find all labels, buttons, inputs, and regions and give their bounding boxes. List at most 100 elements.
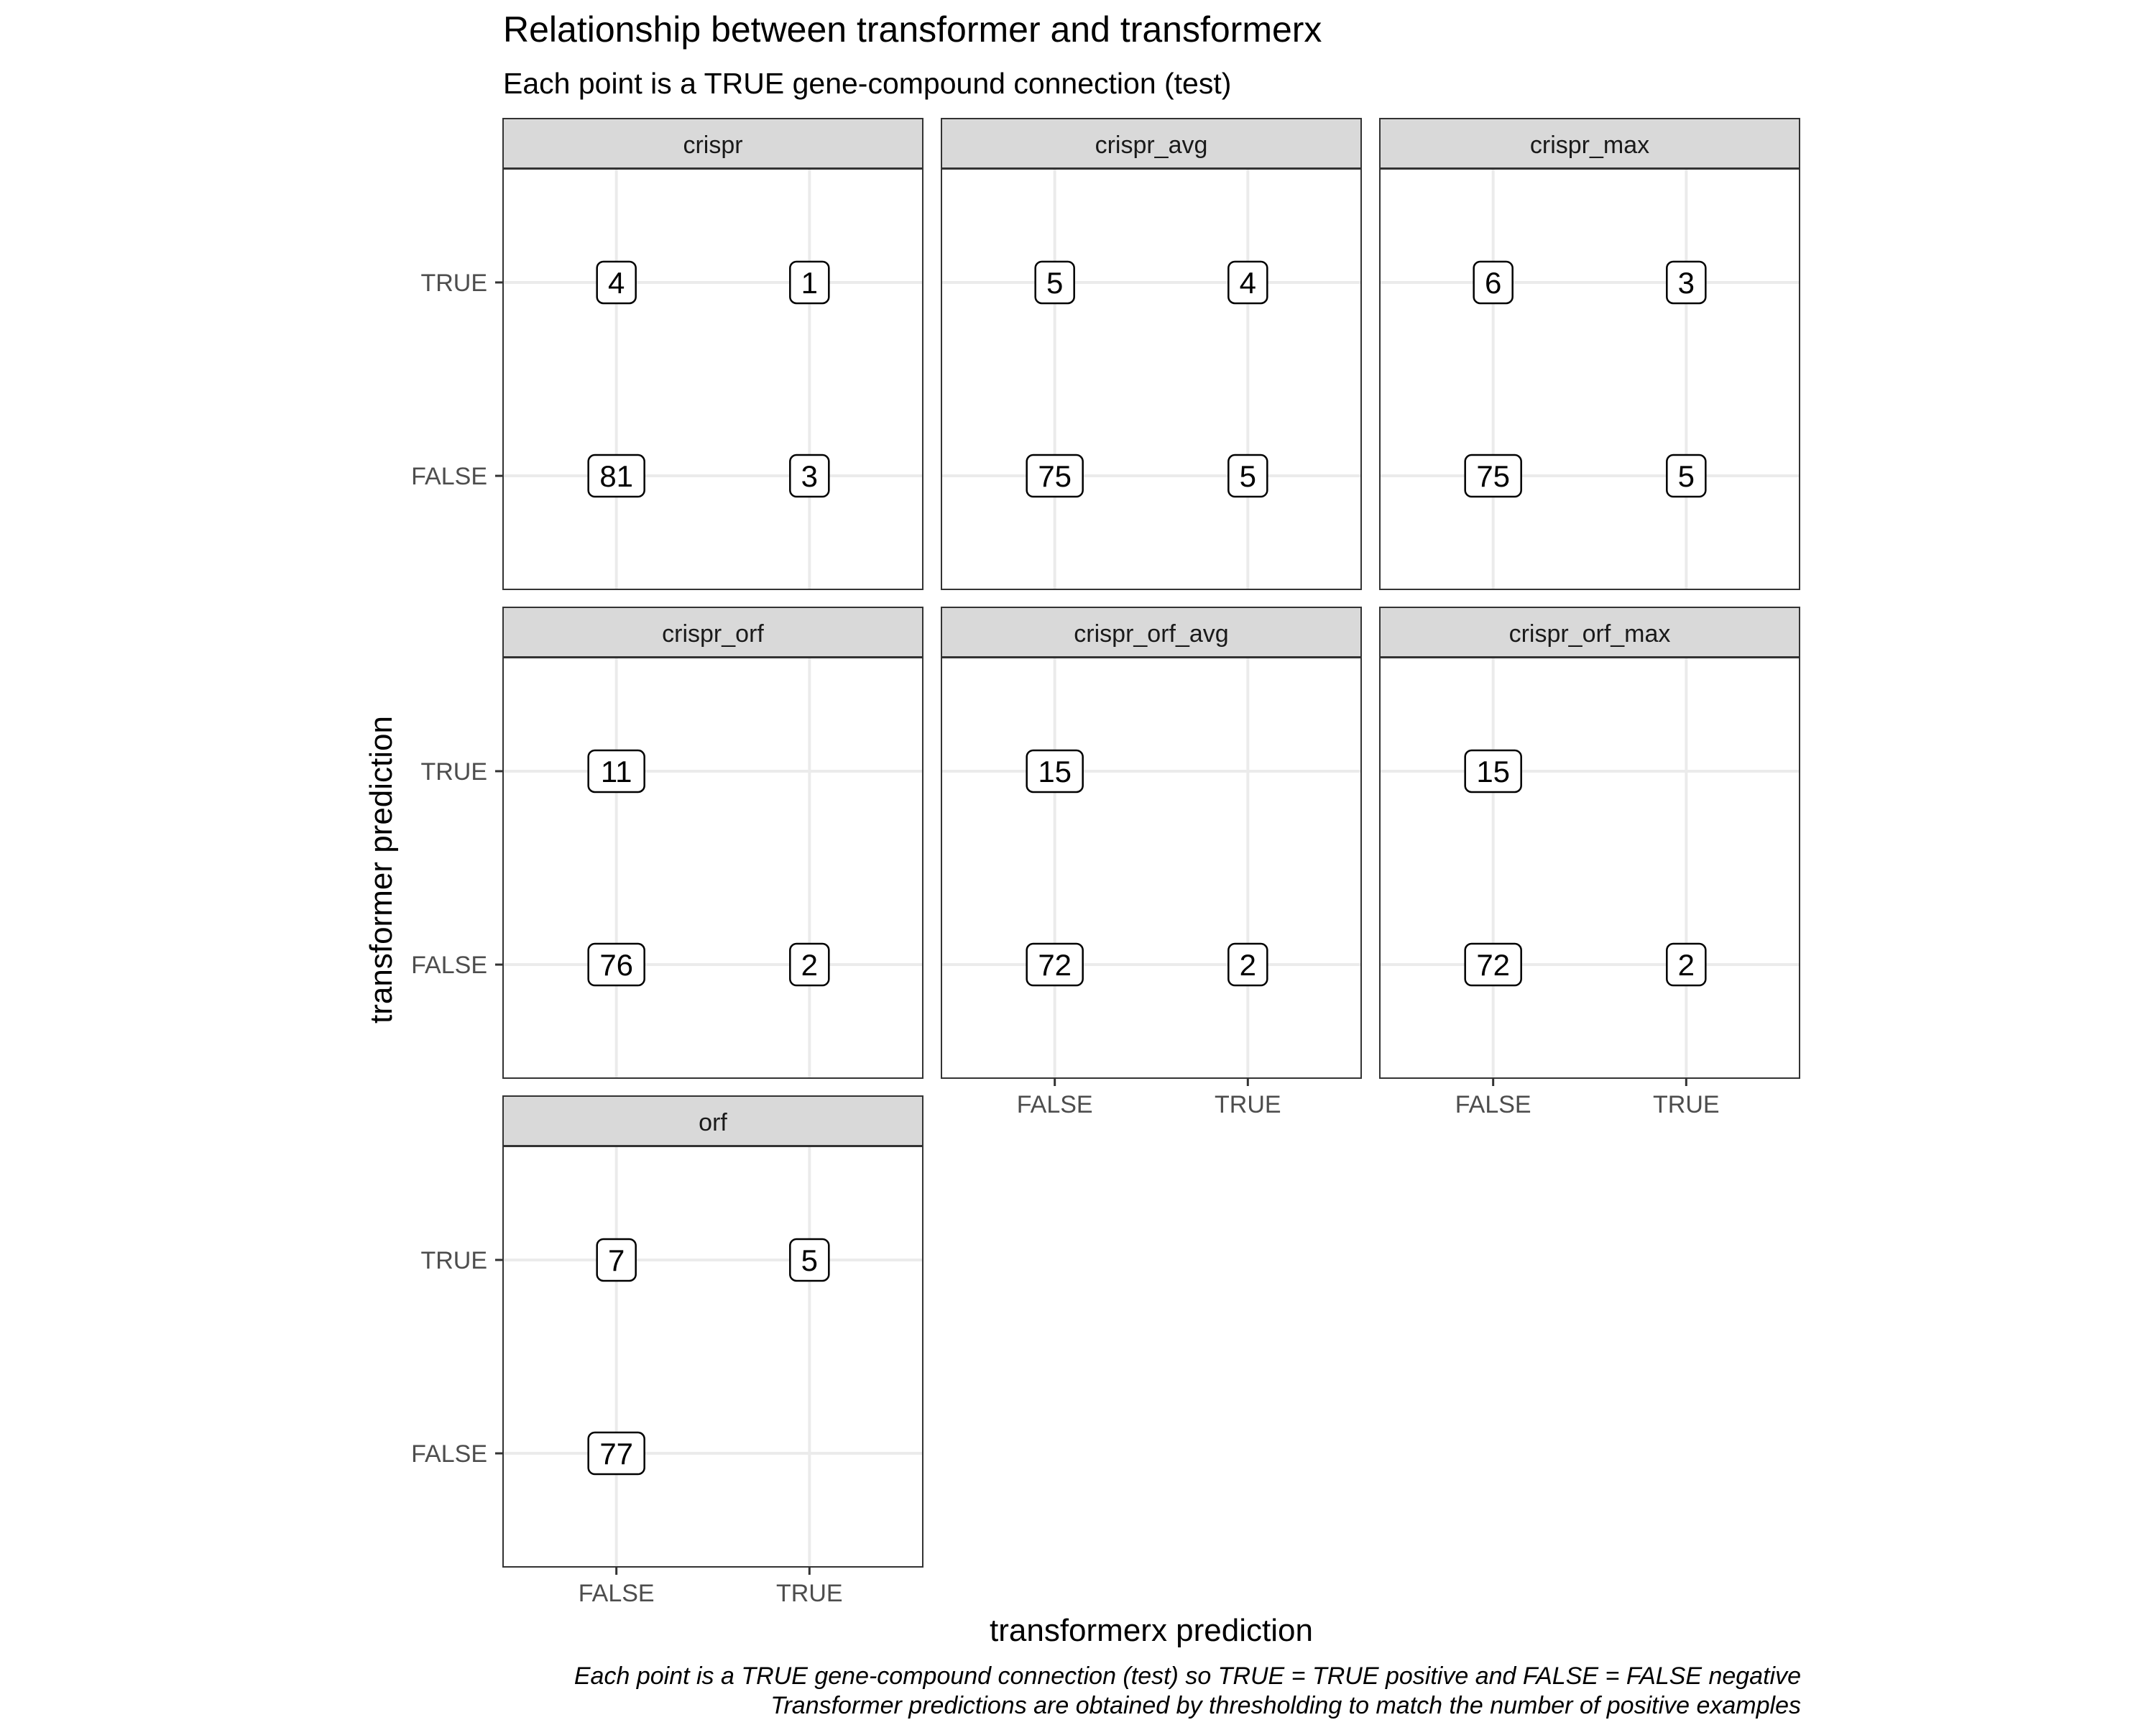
data-label-value: 5 bbox=[1678, 459, 1695, 493]
data-label: 15 bbox=[1026, 749, 1084, 794]
y-tick-label: TRUE bbox=[420, 758, 487, 786]
panel-background bbox=[941, 169, 1361, 589]
facet-strip bbox=[502, 118, 923, 170]
y-tick-label: TRUE bbox=[420, 270, 487, 297]
data-label-box bbox=[1227, 942, 1268, 987]
data-label-value: 2 bbox=[801, 948, 818, 982]
facet-crispr_orf_avg: crispr_orf_avg FALSE TRUE 15 72 2 bbox=[941, 607, 1362, 1118]
data-label: 5 bbox=[789, 1238, 830, 1282]
data-label: 4 bbox=[1227, 260, 1268, 305]
data-label-box bbox=[596, 1238, 637, 1282]
data-label-box bbox=[1666, 942, 1707, 987]
data-label-box bbox=[596, 260, 637, 305]
panel-border bbox=[502, 168, 923, 590]
data-label: 11 bbox=[587, 749, 645, 794]
panel-background bbox=[941, 658, 1361, 1078]
panel-border bbox=[1379, 168, 1800, 590]
chart-title: Relationship between transformer and tra… bbox=[503, 9, 1322, 50]
data-label-box bbox=[1464, 454, 1522, 498]
facet-strip bbox=[941, 607, 1362, 658]
data-label-value: 81 bbox=[599, 459, 633, 493]
facet-label: crispr_orf_avg bbox=[1074, 620, 1228, 648]
y-axis-title: transformer prediction bbox=[364, 716, 399, 1024]
data-label-box bbox=[1026, 749, 1084, 794]
data-label-value: 3 bbox=[801, 459, 818, 493]
data-label-value: 2 bbox=[1678, 948, 1695, 982]
x-tick-label: TRUE bbox=[776, 1580, 843, 1607]
panel-background bbox=[503, 169, 923, 589]
data-label-box bbox=[789, 454, 830, 498]
panel-border bbox=[941, 657, 1362, 1079]
panel-background bbox=[503, 658, 923, 1078]
data-label-value: 72 bbox=[1476, 948, 1510, 982]
facet-crispr_max: crispr_max 6 3 75 5 bbox=[1379, 118, 1800, 590]
chart-subtitle: Each point is a TRUE gene-compound conne… bbox=[503, 67, 1231, 100]
data-label-value: 72 bbox=[1038, 948, 1072, 982]
data-label-box bbox=[1464, 942, 1522, 987]
facet-strip bbox=[1379, 607, 1800, 658]
x-tick-label: FALSE bbox=[1017, 1091, 1093, 1118]
data-label-value: 75 bbox=[1038, 459, 1072, 493]
facet-crispr_orf_max: crispr_orf_max FALSE TRUE 15 72 2 bbox=[1379, 607, 1800, 1118]
panel-background bbox=[503, 1146, 923, 1567]
facet-label: crispr bbox=[683, 132, 742, 159]
data-label-box bbox=[587, 454, 645, 498]
data-label: 6 bbox=[1473, 260, 1514, 305]
data-label-value: 2 bbox=[1240, 948, 1256, 982]
data-label-box bbox=[789, 260, 830, 305]
panel-border bbox=[502, 657, 923, 1079]
facet-crispr: crispr TRUE FALSE 4 1 81 3 bbox=[411, 118, 923, 590]
data-label-box bbox=[1026, 942, 1084, 987]
data-label: 1 bbox=[789, 260, 830, 305]
caption-line-1: Each point is a TRUE gene-compound conne… bbox=[574, 1662, 1801, 1690]
data-label: 2 bbox=[1666, 942, 1707, 987]
x-tick-label: TRUE bbox=[1653, 1091, 1720, 1118]
data-label-value: 15 bbox=[1038, 755, 1072, 788]
data-label: 72 bbox=[1026, 942, 1084, 987]
data-label: 4 bbox=[596, 260, 637, 305]
y-tick-label: FALSE bbox=[411, 952, 487, 979]
data-label-value: 5 bbox=[801, 1243, 818, 1277]
facet-crispr_orf: crispr_orf TRUE FALSE 11 76 2 bbox=[411, 607, 923, 1079]
data-label-value: 1 bbox=[801, 266, 818, 300]
data-label: 75 bbox=[1026, 454, 1084, 498]
panel-border bbox=[941, 168, 1362, 590]
data-label-value: 15 bbox=[1476, 755, 1510, 788]
facet-label: crispr_orf_max bbox=[1509, 620, 1671, 648]
data-label-value: 75 bbox=[1476, 459, 1510, 493]
data-label-box bbox=[587, 942, 645, 987]
x-tick-label: FALSE bbox=[1455, 1091, 1531, 1118]
data-label-box bbox=[587, 749, 645, 794]
data-label-value: 76 bbox=[599, 948, 633, 982]
data-label-box bbox=[1666, 260, 1707, 305]
data-label: 72 bbox=[1464, 942, 1522, 987]
data-label: 75 bbox=[1464, 454, 1522, 498]
data-label-box bbox=[789, 1238, 830, 1282]
x-axis-title: transformerx prediction bbox=[990, 1613, 1313, 1648]
facet-strip bbox=[1379, 118, 1800, 170]
panel-background bbox=[1380, 658, 1800, 1078]
facet-label: crispr_orf bbox=[662, 620, 764, 648]
data-label-value: 77 bbox=[599, 1437, 633, 1471]
panel-border bbox=[502, 1146, 923, 1568]
facet-strip bbox=[502, 607, 923, 658]
data-label-value: 7 bbox=[608, 1243, 625, 1277]
data-label-box bbox=[1473, 260, 1514, 305]
data-label: 5 bbox=[1666, 454, 1707, 498]
panel-border bbox=[1379, 657, 1800, 1079]
x-tick-label: TRUE bbox=[1215, 1091, 1281, 1118]
data-label-value: 5 bbox=[1046, 266, 1063, 300]
x-tick-label: FALSE bbox=[579, 1580, 655, 1607]
data-label-box bbox=[1026, 454, 1084, 498]
facet-label: crispr_max bbox=[1530, 132, 1649, 159]
data-label: 77 bbox=[587, 1431, 645, 1476]
caption-line-2: Transformer predictions are obtained by … bbox=[770, 1692, 1801, 1719]
data-label-box bbox=[1034, 260, 1075, 305]
y-tick-label: FALSE bbox=[411, 463, 487, 490]
data-label-value: 4 bbox=[608, 266, 625, 300]
data-label-value: 6 bbox=[1485, 266, 1501, 300]
data-label-value: 5 bbox=[1240, 459, 1256, 493]
y-tick-label: FALSE bbox=[411, 1440, 487, 1468]
